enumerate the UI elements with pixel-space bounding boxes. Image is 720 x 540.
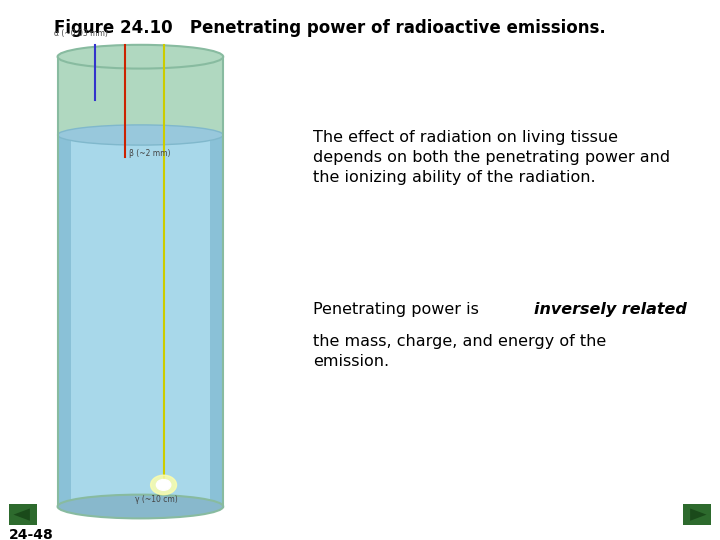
Circle shape: [150, 475, 176, 495]
Text: The effect of radiation on living tissue
depends on both the penetrating power a: The effect of radiation on living tissue…: [313, 130, 670, 185]
Text: Figure 24.10   Penetrating power of radioactive emissions.: Figure 24.10 Penetrating power of radioa…: [54, 19, 606, 37]
Text: 24-48: 24-48: [9, 528, 54, 540]
Polygon shape: [210, 135, 223, 507]
Text: β (~2 mm): β (~2 mm): [129, 148, 171, 158]
FancyBboxPatch shape: [683, 504, 711, 525]
Circle shape: [156, 480, 171, 490]
Polygon shape: [58, 57, 223, 135]
Ellipse shape: [58, 495, 223, 518]
FancyBboxPatch shape: [9, 504, 37, 525]
Ellipse shape: [58, 45, 223, 69]
Polygon shape: [14, 509, 30, 521]
Text: the mass, charge, and energy of the
emission.: the mass, charge, and energy of the emis…: [313, 334, 606, 369]
Text: inversely related: inversely related: [534, 302, 687, 318]
Polygon shape: [690, 509, 706, 521]
Text: Penetrating power is: Penetrating power is: [313, 302, 484, 318]
Polygon shape: [58, 135, 71, 507]
Ellipse shape: [58, 125, 223, 145]
Polygon shape: [58, 135, 223, 507]
Text: γ (~10 cm): γ (~10 cm): [135, 495, 178, 504]
Text: α (~0.03 mm): α (~0.03 mm): [54, 29, 108, 38]
